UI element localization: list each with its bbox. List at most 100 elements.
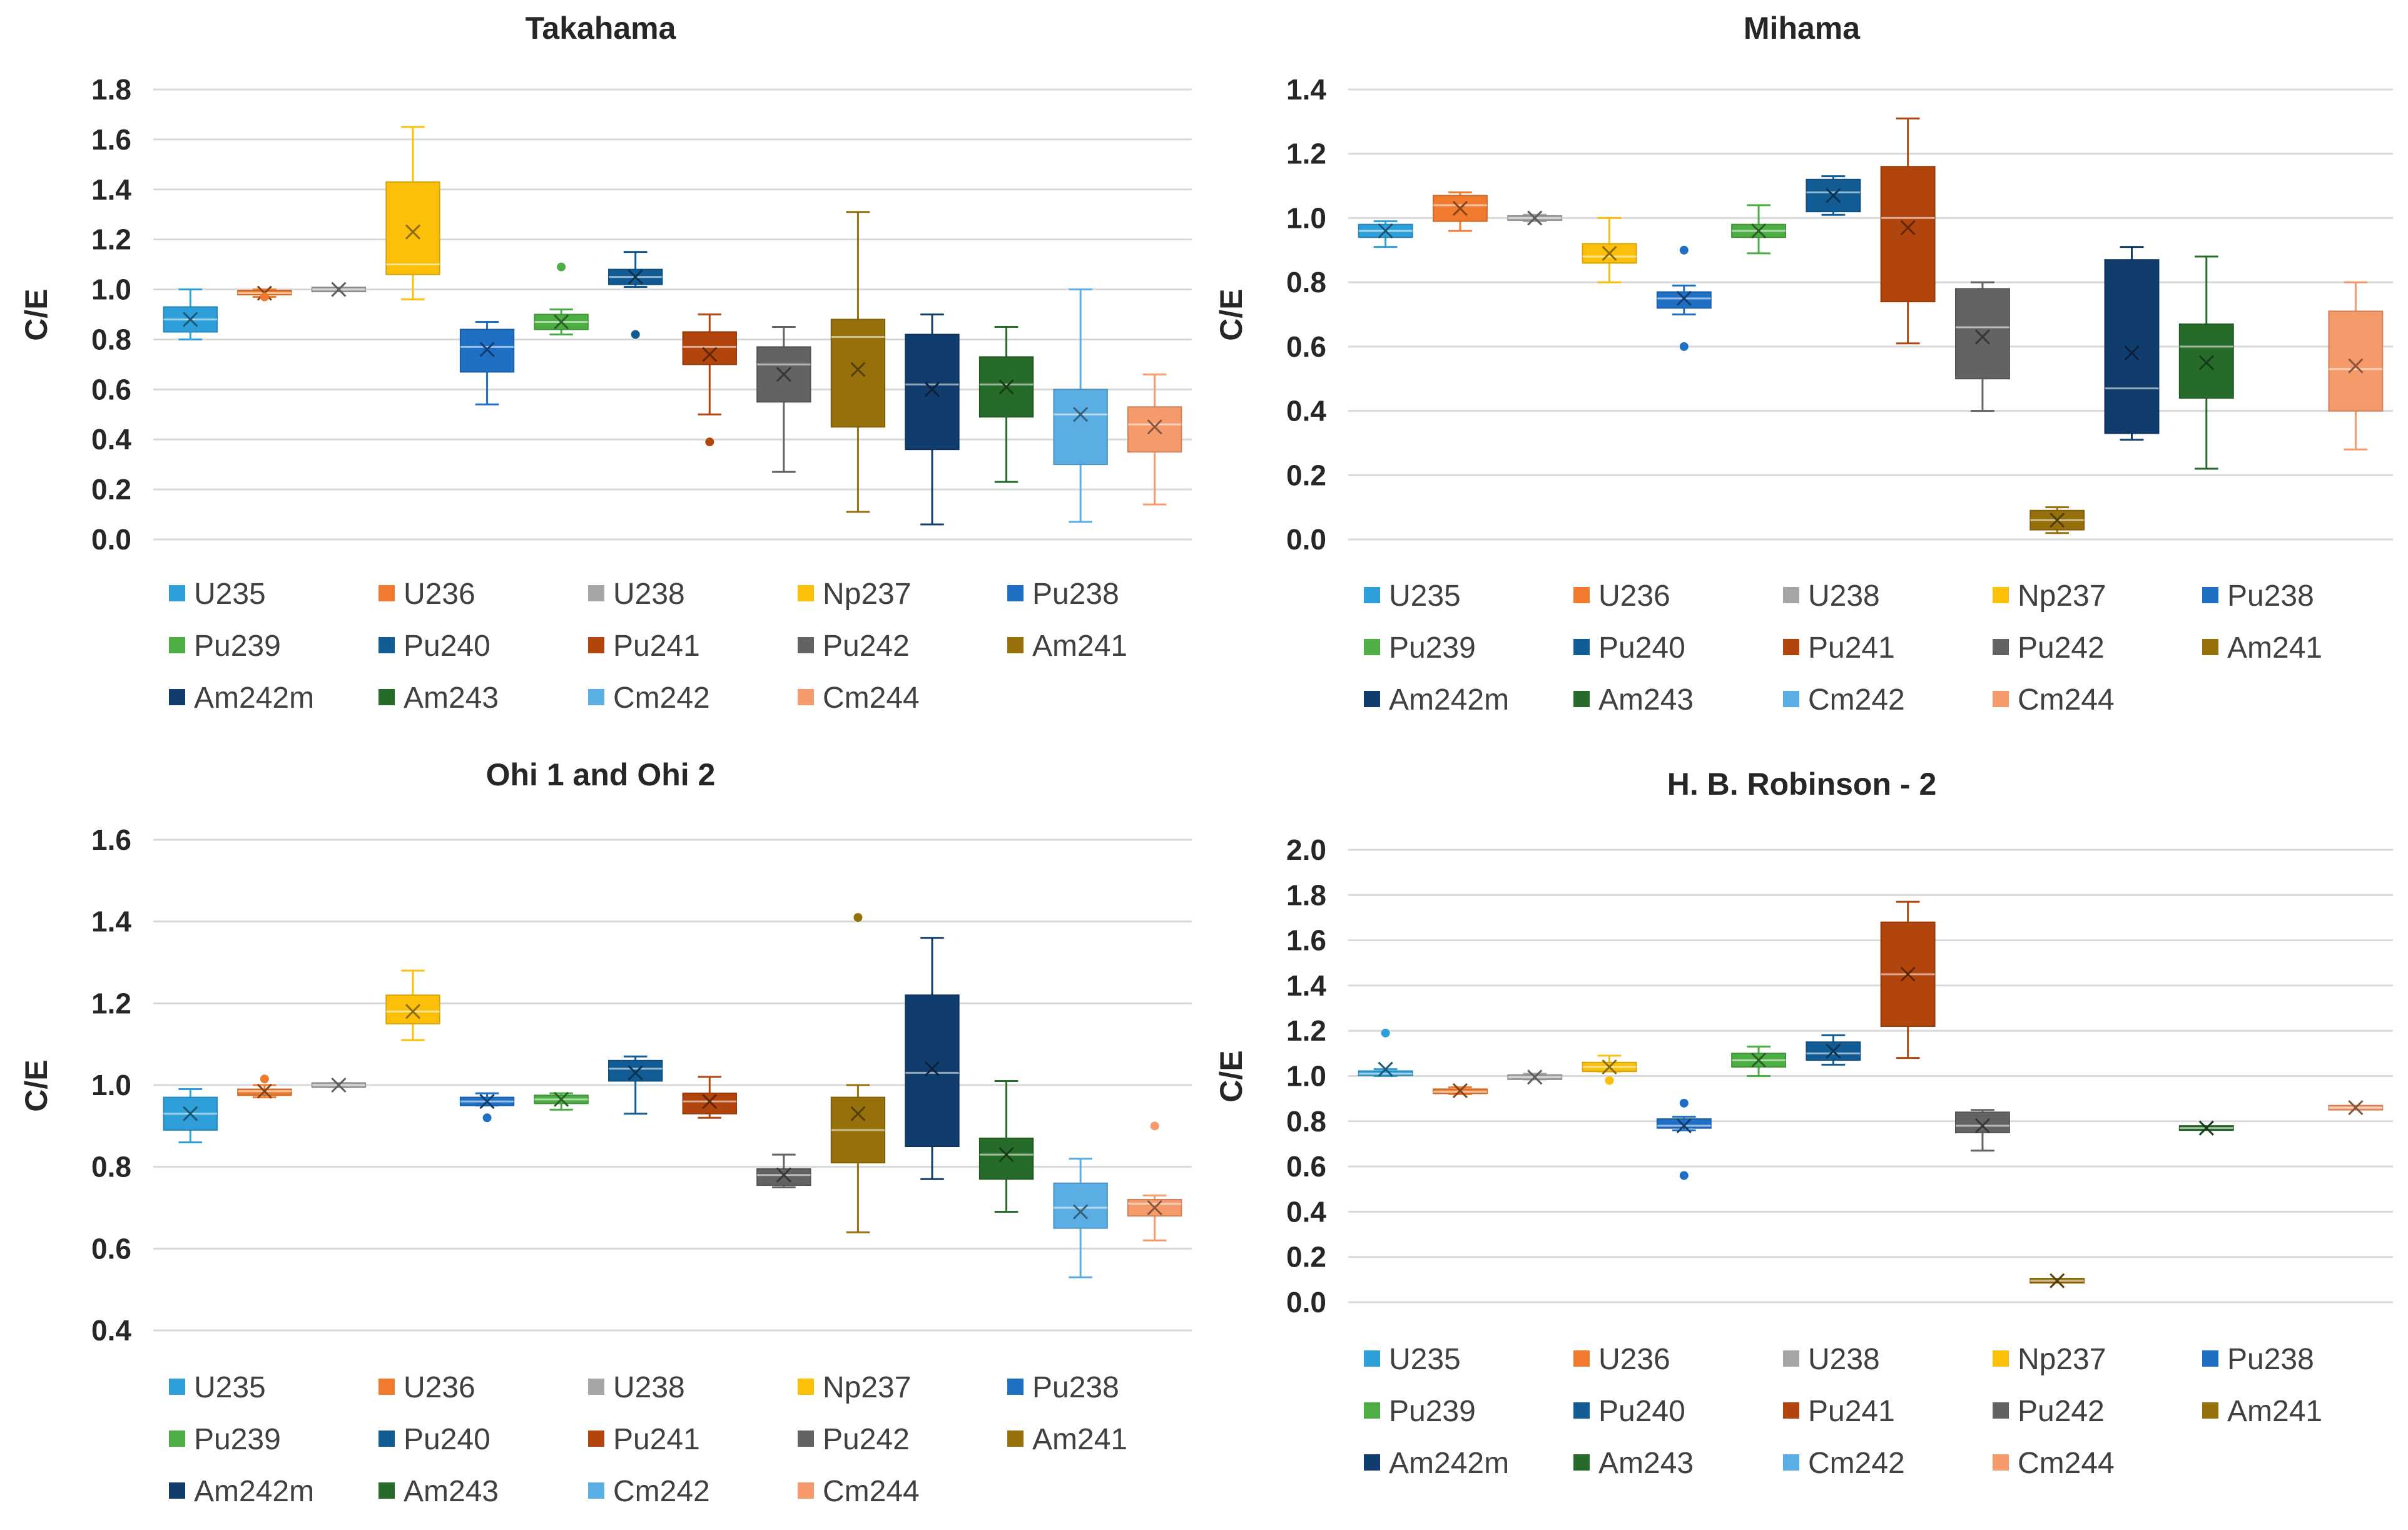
y-axis-label: C/E bbox=[19, 1059, 54, 1111]
legend-label: Pu238 bbox=[1032, 1371, 1119, 1404]
y-tick-label: 0.6 bbox=[91, 1232, 131, 1265]
legend-label: U235 bbox=[194, 1371, 266, 1404]
mean-marker bbox=[1676, 290, 1692, 306]
legend-swatch bbox=[1993, 587, 2009, 603]
mean-marker bbox=[2124, 345, 2140, 361]
mean-marker bbox=[1826, 188, 1841, 203]
mean-marker bbox=[702, 347, 718, 362]
legend-label: U235 bbox=[194, 578, 266, 611]
legend-label: Np237 bbox=[2018, 1343, 2106, 1376]
legend-swatch bbox=[588, 585, 604, 601]
legend-item-pu240: Pu240 bbox=[378, 1423, 490, 1456]
y-tick-label: 1.2 bbox=[1286, 138, 1326, 170]
legend-swatch bbox=[1993, 1350, 2009, 1367]
legend-item-cm244: Cm244 bbox=[798, 1475, 920, 1508]
y-tick-label: 1.6 bbox=[1286, 924, 1326, 957]
legend-swatch bbox=[1573, 1402, 1590, 1419]
outlier-point bbox=[631, 330, 640, 339]
legend-item-np237: Np237 bbox=[798, 1371, 911, 1404]
box-u238 bbox=[1507, 210, 1563, 226]
legend-label: Np237 bbox=[823, 1371, 911, 1404]
y-tick-label: 1.0 bbox=[91, 273, 131, 306]
legend-swatch bbox=[588, 1431, 604, 1447]
legend-item-pu241: Pu241 bbox=[1783, 631, 1895, 665]
box-body bbox=[1806, 178, 1861, 213]
legend-label: Am241 bbox=[1032, 630, 1127, 663]
y-tick-label: 0.4 bbox=[91, 1314, 131, 1347]
y-tick-label: 1.8 bbox=[1286, 879, 1326, 911]
box-pu242 bbox=[1954, 1109, 2010, 1152]
legend-swatch bbox=[798, 1379, 814, 1395]
y-tick-label: 0.4 bbox=[91, 423, 131, 456]
legend-label: Am243 bbox=[1598, 683, 1694, 717]
outlier-point bbox=[260, 1074, 269, 1084]
legend-swatch bbox=[378, 637, 395, 653]
mean-marker bbox=[2198, 355, 2214, 370]
outlier-point bbox=[1679, 1171, 1689, 1180]
y-tick-label: 1.0 bbox=[91, 1069, 131, 1101]
legend-swatch bbox=[588, 1482, 604, 1499]
legend-label: Cm244 bbox=[823, 1475, 920, 1508]
chart-title: Mihama bbox=[1744, 11, 1861, 46]
y-tick-label: 0.8 bbox=[1286, 1105, 1326, 1138]
legend-label: Pu242 bbox=[823, 630, 910, 663]
legend-item-pu238: Pu238 bbox=[2202, 579, 2314, 613]
box-np237 bbox=[1582, 1054, 1637, 1085]
legend-label: U238 bbox=[613, 1371, 685, 1404]
legend-label: Pu242 bbox=[2018, 631, 2105, 665]
legend-label: Pu239 bbox=[1389, 631, 1476, 665]
box-u236 bbox=[237, 1074, 292, 1099]
legend-item-u238: U238 bbox=[1783, 579, 1880, 613]
legend-item-pu239: Pu239 bbox=[169, 1423, 281, 1456]
box-u235 bbox=[1358, 220, 1413, 248]
mean-marker bbox=[1602, 1059, 1617, 1075]
legend-item-am241: Am241 bbox=[2202, 1395, 2322, 1428]
box-pu239 bbox=[1731, 204, 1787, 255]
box-am242m bbox=[905, 937, 960, 1180]
box-body bbox=[2178, 323, 2234, 399]
legend-label: Pu238 bbox=[1032, 578, 1119, 611]
legend-label: Am241 bbox=[2227, 631, 2322, 665]
legend-item-pu242: Pu242 bbox=[798, 630, 910, 663]
legend-item-pu240: Pu240 bbox=[1573, 631, 1685, 665]
mean-marker bbox=[924, 1061, 940, 1076]
mean-marker bbox=[702, 1094, 718, 1109]
legend-item-cm244: Cm244 bbox=[1993, 1447, 2115, 1480]
legend-label: Cm242 bbox=[613, 681, 710, 715]
legend-label: Am242m bbox=[1389, 1447, 1509, 1480]
mean-marker bbox=[776, 1167, 791, 1183]
legend-item-am243: Am243 bbox=[1573, 683, 1694, 717]
y-tick-label: 1.8 bbox=[91, 73, 131, 106]
legend-label: Pu241 bbox=[1808, 1395, 1895, 1428]
mean-marker bbox=[1974, 1118, 1990, 1134]
y-tick-label: 2.0 bbox=[1286, 834, 1326, 866]
legend-swatch bbox=[1007, 637, 1024, 653]
legend-swatch bbox=[1783, 1350, 1799, 1367]
y-axis-label: C/E bbox=[1214, 1050, 1249, 1102]
y-tick-label: 1.4 bbox=[1286, 73, 1326, 106]
box-pu238 bbox=[1656, 245, 1712, 351]
legend-item-am242m: Am242m bbox=[169, 1475, 314, 1508]
box-u238 bbox=[311, 282, 367, 297]
legend-label: U235 bbox=[1389, 579, 1461, 613]
y-tick-label: 1.4 bbox=[91, 905, 131, 938]
legend-swatch bbox=[1007, 1379, 1024, 1395]
legend-item-cm242: Cm242 bbox=[588, 1475, 710, 1508]
box-pu241 bbox=[682, 314, 737, 447]
box-am243 bbox=[2178, 255, 2234, 470]
legend-label: U236 bbox=[1598, 1343, 1670, 1376]
y-tick-label: 0.6 bbox=[1286, 330, 1326, 363]
legend-label: U235 bbox=[1389, 1343, 1461, 1376]
legend-swatch bbox=[1364, 639, 1380, 655]
legend-item-u235: U235 bbox=[1364, 1343, 1461, 1376]
legend-item-pu242: Pu242 bbox=[1993, 631, 2105, 665]
box-pu238 bbox=[1656, 1098, 1712, 1180]
legend-item-u236: U236 bbox=[1573, 1343, 1670, 1376]
outlier-point bbox=[557, 262, 566, 272]
legend-label: U236 bbox=[404, 1371, 475, 1404]
mean-marker bbox=[1751, 223, 1767, 239]
y-tick-label: 0.8 bbox=[91, 1151, 131, 1183]
box-body bbox=[2328, 310, 2384, 412]
legend: U235 U236 U238 Np237 Pu238 Pu239 Pu240 Pu241 Pu2… bbox=[169, 1371, 1127, 1508]
